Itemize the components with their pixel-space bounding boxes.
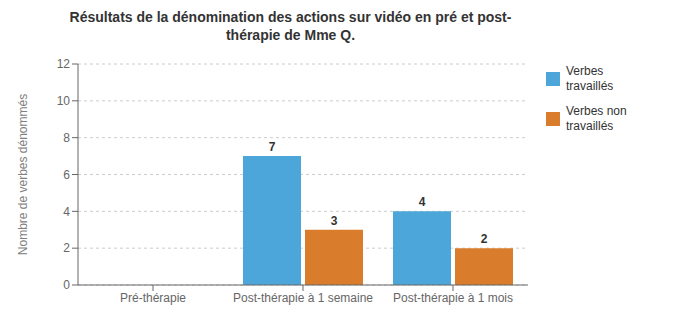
html-text:Résultats de la dénomination d: Résultats de la dénomination des actions…	[69, 9, 512, 25]
svg-text:2: 2	[481, 232, 488, 246]
svg-text:10: 10	[57, 94, 71, 108]
svg-text:0: 0	[63, 278, 70, 292]
svg-text:3: 3	[331, 214, 338, 228]
svg-text:4: 4	[419, 195, 426, 209]
svg-text:Post-thérapie à 1 mois: Post-thérapie à 1 mois	[393, 291, 513, 305]
svg-text:6: 6	[63, 168, 70, 182]
html-text:Verbes non: Verbes non	[566, 104, 627, 118]
svg-text:Pré-thérapie: Pré-thérapie	[120, 291, 186, 305]
svg-text:7: 7	[269, 140, 276, 154]
html-text:travaillés: travaillés	[566, 119, 614, 133]
svg-text:12: 12	[57, 57, 71, 71]
html-text:Verbes: Verbes	[566, 64, 604, 78]
svg-text:4: 4	[63, 205, 70, 219]
html-text:travaillés: travaillés	[566, 79, 614, 93]
svg-text:8: 8	[63, 131, 70, 145]
svg-text:Nombre de verbes dénommés: Nombre de verbes dénommés	[16, 94, 30, 255]
html-text:thérapie de Mme Q.: thérapie de Mme Q.	[225, 27, 356, 43]
svg-text:Post-thérapie à 1 semaine: Post-thérapie à 1 semaine	[233, 291, 373, 305]
svg-text:2: 2	[63, 241, 70, 255]
